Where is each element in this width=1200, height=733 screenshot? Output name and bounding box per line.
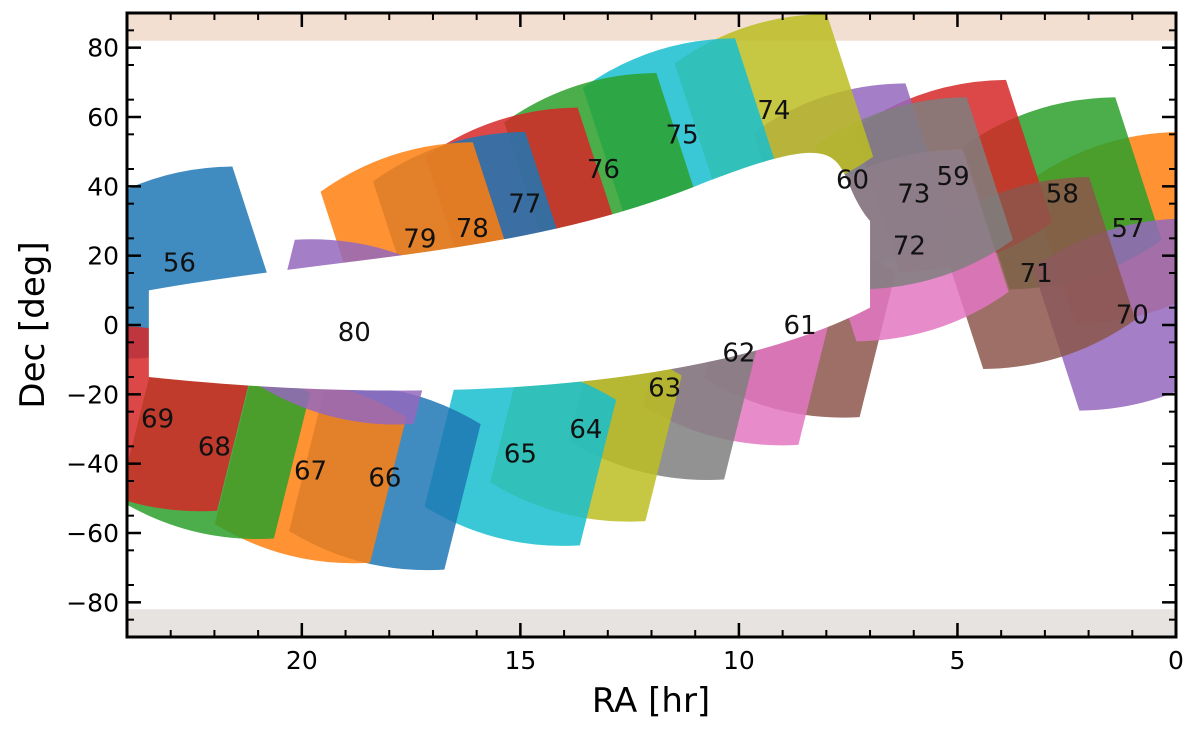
y-tick-label: 40 bbox=[87, 172, 119, 201]
x-tick-label: 20 bbox=[286, 646, 318, 675]
x-tick-label: 10 bbox=[723, 646, 755, 675]
sector-label: 63 bbox=[648, 373, 681, 403]
sector-label: 62 bbox=[722, 339, 755, 369]
sector-label: 66 bbox=[368, 464, 401, 494]
plot-area bbox=[127, 13, 1176, 637]
y-axis-label: Dec [deg] bbox=[13, 241, 53, 408]
sector-label: 65 bbox=[504, 439, 537, 469]
sector-label: 79 bbox=[403, 224, 436, 254]
sector-label: 67 bbox=[294, 457, 327, 487]
y-tick-label: 0 bbox=[103, 311, 119, 340]
sector-label: 58 bbox=[1046, 179, 1079, 209]
sector-label: 56 bbox=[163, 249, 196, 279]
sector-label: 59 bbox=[937, 162, 970, 192]
sector-label: 70 bbox=[1116, 301, 1149, 331]
y-tick-label: −20 bbox=[66, 380, 119, 409]
sector-band bbox=[424, 360, 617, 546]
ecliptic-gap bbox=[148, 152, 871, 391]
x-tick-label: 15 bbox=[504, 646, 536, 675]
y-tick-label: −80 bbox=[66, 588, 119, 617]
sector-label: 74 bbox=[757, 96, 790, 126]
sector-label: 73 bbox=[897, 179, 930, 209]
sector-label: 64 bbox=[569, 415, 602, 445]
sector-label: 75 bbox=[666, 120, 699, 150]
sector-label: 60 bbox=[836, 165, 869, 195]
x-tick-label: 0 bbox=[1168, 646, 1184, 675]
y-tick-label: 60 bbox=[87, 103, 119, 132]
sector-labels: 56 57 58 59 60 61 62 63 64 65 66 67 68 69 70 71 72 73 74 75… bbox=[141, 96, 1149, 493]
sector-label: 71 bbox=[1020, 259, 1053, 289]
sector-label: 77 bbox=[508, 190, 541, 220]
sector-label: 57 bbox=[1111, 214, 1144, 244]
sector-label: 61 bbox=[784, 311, 817, 341]
x-axis-label: RA [hr] bbox=[592, 681, 710, 721]
y-tick-label: −60 bbox=[66, 519, 119, 548]
sector-label: 76 bbox=[587, 155, 620, 185]
y-tick-label: 20 bbox=[87, 242, 119, 271]
sector-label: 69 bbox=[141, 405, 174, 435]
sector-label: 80 bbox=[338, 318, 371, 348]
sector-label: 72 bbox=[893, 231, 926, 261]
x-tick-label: 5 bbox=[950, 646, 966, 675]
sector-label: 78 bbox=[456, 214, 489, 244]
sector-label: 68 bbox=[198, 432, 231, 462]
y-tick-label: −40 bbox=[66, 450, 119, 479]
axis-ticks: 20 15 10 5 0 80 60 40 20 0 −20 −40 −60 −80 bbox=[66, 13, 1184, 675]
y-tick-label: 80 bbox=[87, 34, 119, 63]
